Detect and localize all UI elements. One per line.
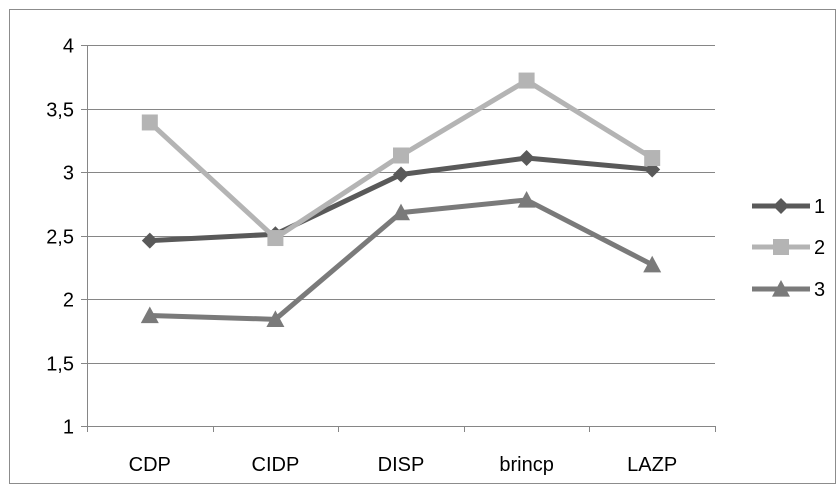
data-point bbox=[140, 306, 159, 324]
x-tick-label: brincp bbox=[499, 454, 553, 476]
data-point bbox=[517, 190, 536, 208]
x-tick-label: CDP bbox=[129, 454, 171, 476]
x-tick-label: CIDP bbox=[252, 454, 300, 476]
data-point bbox=[643, 255, 662, 273]
data-point bbox=[141, 232, 158, 249]
legend-label: 1 bbox=[814, 196, 825, 218]
legend-marker bbox=[773, 198, 789, 214]
legend: 1 2 3 bbox=[752, 196, 825, 301]
legend-marker bbox=[773, 239, 789, 255]
axes bbox=[81, 45, 716, 432]
y-tick-label: 3,5 bbox=[46, 100, 74, 122]
y-tick-labels: 1 1,5 2 2,5 3 3,5 4 bbox=[46, 36, 74, 439]
legend-marker bbox=[772, 280, 790, 297]
data-point bbox=[266, 310, 285, 327]
chart-border bbox=[9, 9, 836, 484]
y-tick-label: 2 bbox=[63, 290, 74, 312]
series-group bbox=[140, 72, 662, 327]
data-point bbox=[392, 203, 410, 221]
legend-item-1: 1 bbox=[752, 196, 825, 218]
y-tick-label: 1,5 bbox=[46, 354, 74, 376]
legend-label: 2 bbox=[814, 237, 825, 259]
data-point bbox=[141, 114, 158, 131]
series-3 bbox=[140, 190, 662, 327]
y-tick-label: 1 bbox=[63, 417, 74, 439]
x-tick-label: DISP bbox=[378, 454, 425, 476]
data-point bbox=[518, 150, 535, 167]
data-point bbox=[644, 150, 661, 167]
data-point bbox=[393, 147, 409, 164]
legend-item-2: 2 bbox=[752, 237, 825, 259]
y-tick-label: 2,5 bbox=[46, 227, 74, 249]
x-tick-labels: CDP CIDP DISP brincp LAZP bbox=[129, 454, 678, 476]
legend-item-3: 3 bbox=[752, 279, 825, 301]
data-point bbox=[393, 166, 409, 183]
data-point bbox=[267, 230, 284, 247]
x-tick-label: LAZP bbox=[627, 454, 677, 476]
y-tick-label: 4 bbox=[63, 36, 74, 58]
y-tick-label: 3 bbox=[63, 163, 74, 185]
data-point bbox=[518, 72, 535, 89]
legend-label: 3 bbox=[814, 279, 825, 301]
series-2 bbox=[141, 72, 661, 247]
